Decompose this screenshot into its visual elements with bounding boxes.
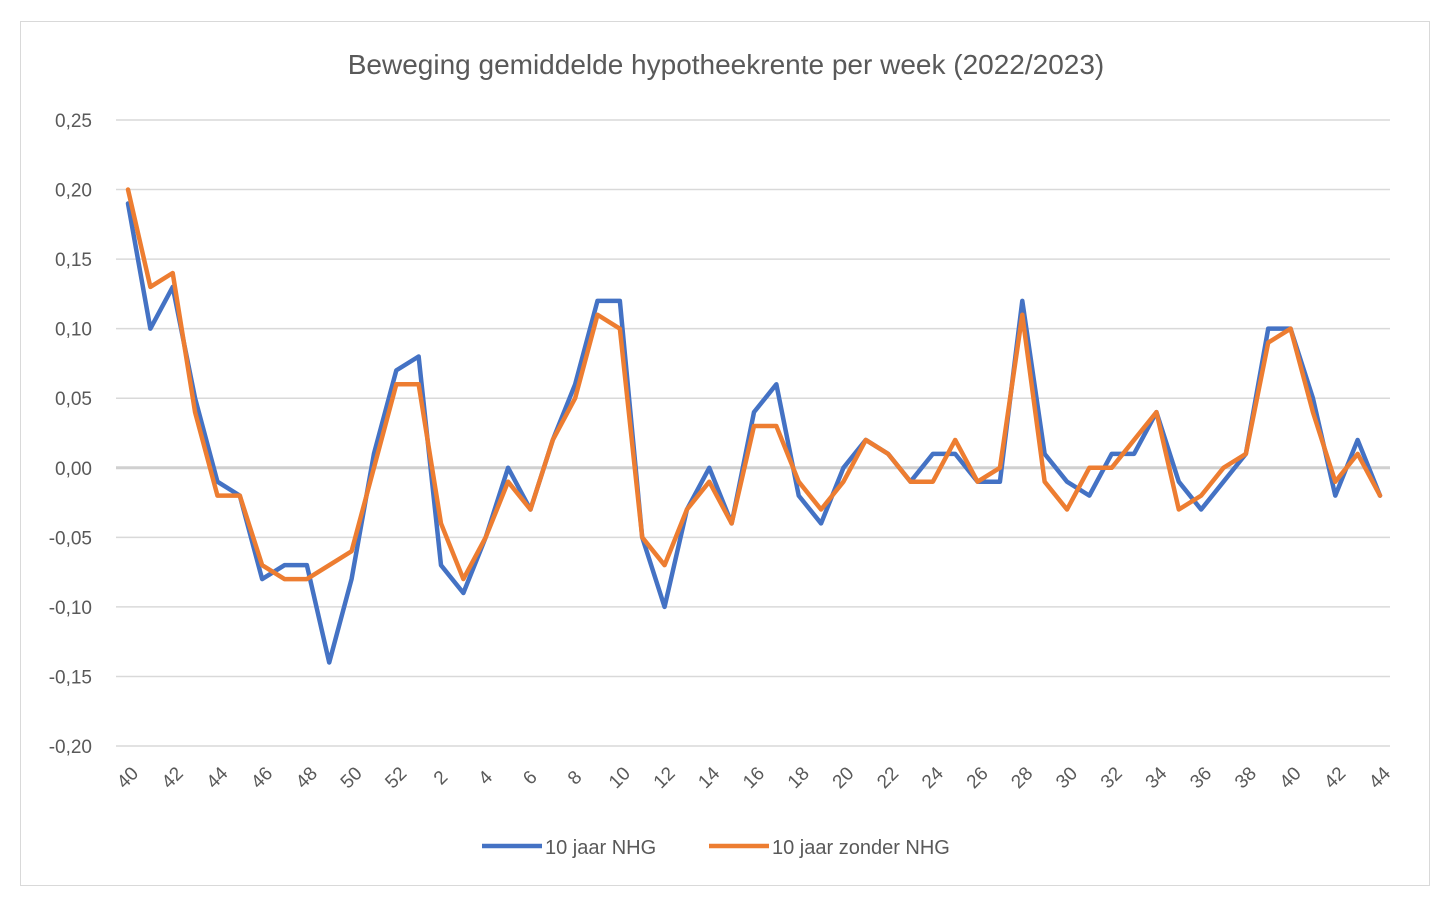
x-tick-label: 24 — [918, 763, 948, 793]
x-tick-label: 4 — [475, 767, 498, 790]
y-tick-label: 0,25 — [55, 111, 92, 132]
y-tick-label: -0,20 — [49, 737, 92, 758]
x-tick-label: 40 — [1276, 763, 1306, 793]
y-tick-label: 0,00 — [55, 459, 92, 480]
y-tick-label: 0,20 — [55, 181, 92, 202]
series-line-2 — [125, 187, 1383, 582]
legend-label: 10 jaar NHG — [545, 837, 656, 859]
x-tick-label: 28 — [1007, 763, 1037, 793]
x-tick-label: 22 — [873, 763, 903, 793]
x-tick-label: 42 — [1320, 763, 1350, 793]
x-tick-label: 32 — [1097, 763, 1127, 793]
series-line-1 — [125, 201, 1383, 665]
y-axis-ticks: -0,20 -0,15 -0,10 -0,05 0,00 0,05 0,10 0,15 0,20… — [49, 111, 92, 758]
series-lines — [125, 187, 1383, 665]
x-tick-label: 18 — [784, 763, 814, 793]
x-tick-label: 12 — [650, 763, 680, 793]
x-tick-label: 44 — [1365, 763, 1395, 793]
x-tick-label: 26 — [963, 763, 993, 793]
gridlines — [116, 119, 1390, 747]
y-tick-label: 0,15 — [55, 250, 92, 271]
x-tick-label: 16 — [739, 763, 769, 793]
x-tick-label: 44 — [203, 763, 233, 793]
x-axis-ticks: 40 42 44 46 48 50 52 2 4 6 8 10 12 14 16 18 20 22 24 26 28 30… — [113, 763, 1395, 793]
x-tick-label: 2 — [430, 767, 452, 789]
y-tick-label: 0,05 — [55, 389, 92, 410]
x-tick-label: 6 — [519, 767, 541, 789]
x-tick-label: 52 — [381, 763, 411, 793]
x-tick-label: 30 — [1052, 763, 1082, 793]
y-tick-label: -0,15 — [49, 667, 92, 688]
y-tick-label: -0,10 — [49, 598, 92, 619]
y-tick-label: 0,10 — [55, 320, 92, 341]
x-tick-label: 10 — [605, 763, 635, 793]
x-tick-label: 46 — [247, 763, 277, 793]
x-tick-label: 8 — [564, 767, 586, 789]
x-tick-label: 14 — [694, 763, 724, 793]
x-tick-label: 48 — [292, 763, 322, 793]
legend-label: 10 jaar zonder NHG — [772, 837, 950, 859]
x-tick-label: 38 — [1231, 763, 1261, 793]
x-tick-label: 40 — [113, 763, 143, 793]
chart-frame — [20, 21, 1430, 886]
x-tick-label: 42 — [158, 763, 188, 793]
x-tick-label: 34 — [1142, 763, 1172, 793]
chart-title: Beweging gemiddelde hypotheekrente per w… — [348, 49, 1105, 80]
x-tick-label: 50 — [337, 763, 367, 793]
x-tick-label: 36 — [1186, 763, 1216, 793]
x-tick-label: 20 — [829, 763, 859, 793]
y-tick-label: -0,05 — [49, 528, 92, 549]
legend: 10 jaar NHG 10 jaar zonder NHG — [482, 837, 950, 859]
